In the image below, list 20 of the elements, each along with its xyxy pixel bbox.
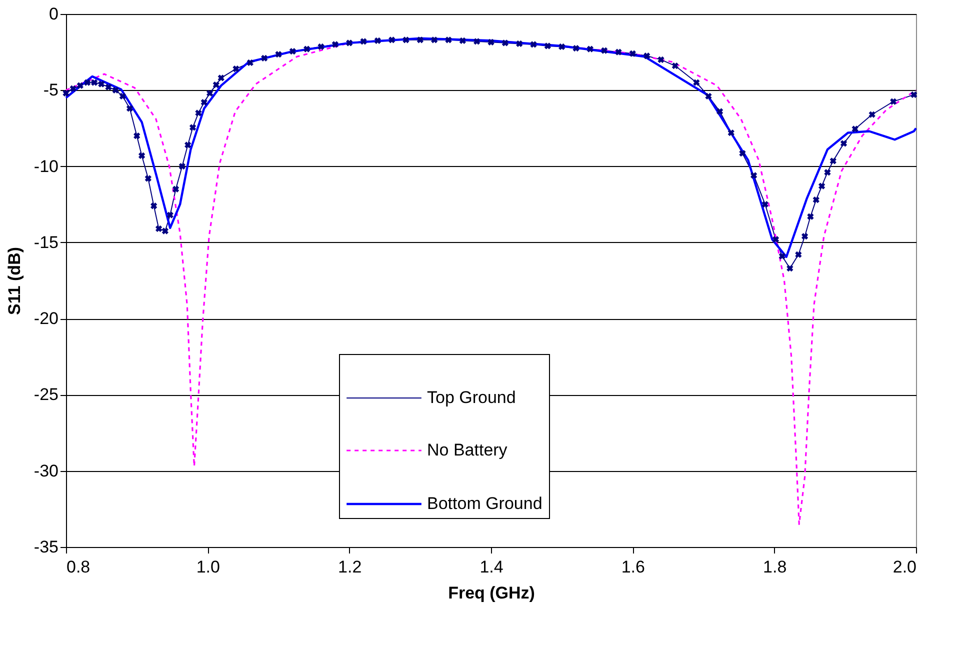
y-tick-label: -15 [34, 232, 58, 252]
x-axis-title: Freq (GHz) [448, 584, 535, 602]
x-tick-label: 1.6 [621, 558, 645, 576]
y-axis-title: S11 (dB) [4, 246, 24, 316]
y-tick-label: 0 [49, 4, 58, 24]
x-tick-label: 1.4 [480, 558, 504, 576]
y-tick-label: -35 [34, 538, 58, 556]
x-tick-label: 1.2 [338, 558, 362, 576]
x-tick-label: 1.8 [763, 558, 787, 576]
legend-label: Bottom Ground [427, 494, 542, 513]
x-tick-label: 0.8 [66, 558, 90, 576]
y-tick-label: -30 [34, 461, 58, 480]
x-tick-label: 1.0 [196, 558, 220, 576]
y-tick-label: -25 [34, 385, 58, 404]
y-tick-label: -10 [34, 156, 58, 176]
y-tick-label: -5 [43, 80, 58, 100]
legend-label: Top Ground [427, 388, 516, 407]
x-tick-label: 2.0 [892, 558, 916, 576]
y-tick-label: -20 [34, 309, 58, 328]
legend-label: No Battery [427, 440, 508, 460]
